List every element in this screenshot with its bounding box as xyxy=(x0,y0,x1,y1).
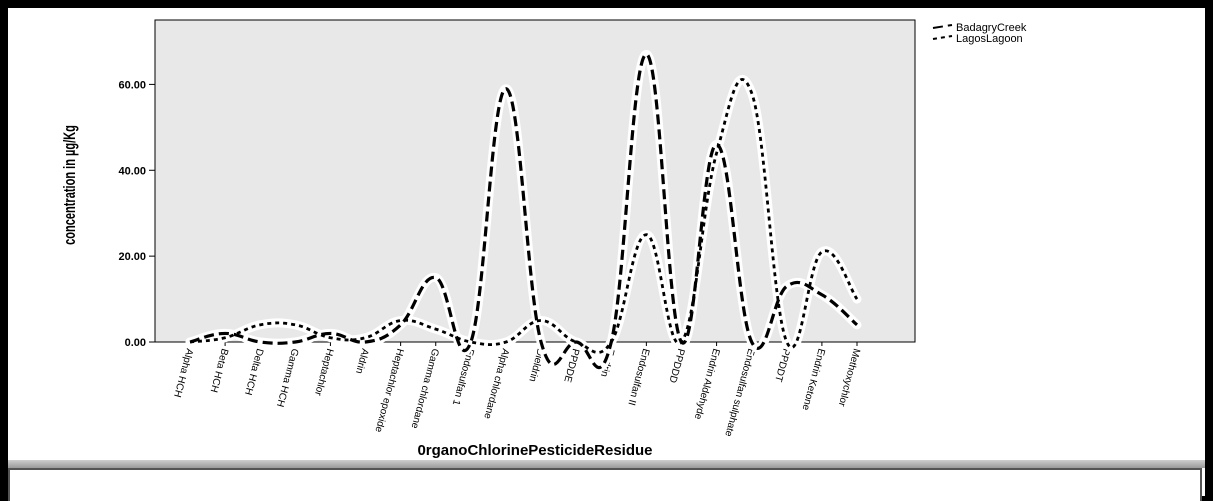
series-layer xyxy=(185,49,862,373)
x-tick-label: Methoxychlor xyxy=(836,347,862,408)
x-tick-label: Endosulfan II xyxy=(625,347,651,406)
x-tick-label: PPDDT xyxy=(772,347,791,383)
x-axis-title: 0rganoChlorinePesticideResidue xyxy=(417,442,652,459)
x-tick-label: Gamma HCH xyxy=(274,347,300,408)
legend-swatch xyxy=(932,35,953,40)
x-tick-label: Aldrin xyxy=(353,347,370,375)
divider-bar xyxy=(8,460,1205,468)
x-tick-label: Endosulfan 1 xyxy=(450,347,476,407)
y-tick-label: 60.00 xyxy=(118,79,146,91)
x-tick-label: Endrin Ketone xyxy=(799,347,826,411)
y-axis-title: concentration in µg/Kg xyxy=(60,125,79,245)
x-tick-label: Alpha chlordane xyxy=(481,347,510,420)
y-tick-label: 0.00 xyxy=(125,337,146,349)
series-line-BadagryCreek xyxy=(189,52,859,370)
x-tick-label: Endosulfan sulphate xyxy=(722,347,756,438)
x-tick-label: Gamma chlordane xyxy=(408,347,440,430)
x-tick-label: Endrin Aldehyde xyxy=(692,347,722,421)
x-tick-label: Heptachlor epoxide xyxy=(372,347,405,434)
y-tick-label: 40.00 xyxy=(118,165,146,177)
lower-panel xyxy=(8,468,1202,501)
x-tick-label: Beta HCH xyxy=(208,347,230,393)
x-tick-label: Heptachlor xyxy=(312,347,335,397)
y-axis: 0.00 20.00 40.00 60.00 xyxy=(118,79,155,349)
legend-label: LagosLagoon xyxy=(956,33,1023,45)
legend-swatch xyxy=(932,24,953,29)
series-line-LagosLagoon xyxy=(189,78,859,354)
legend-label: BadagryCreek xyxy=(956,22,1027,34)
x-tick-label: Delta HCH xyxy=(242,347,265,396)
x-tick-label: PPDDD xyxy=(667,347,687,384)
x-tick-label: Alpha HCH xyxy=(171,347,195,398)
y-tick-label: 20.00 xyxy=(118,251,146,263)
x-axis: Alpha HCH Beta HCH Delta HCH Gamma HCH Hepta… xyxy=(171,342,862,438)
